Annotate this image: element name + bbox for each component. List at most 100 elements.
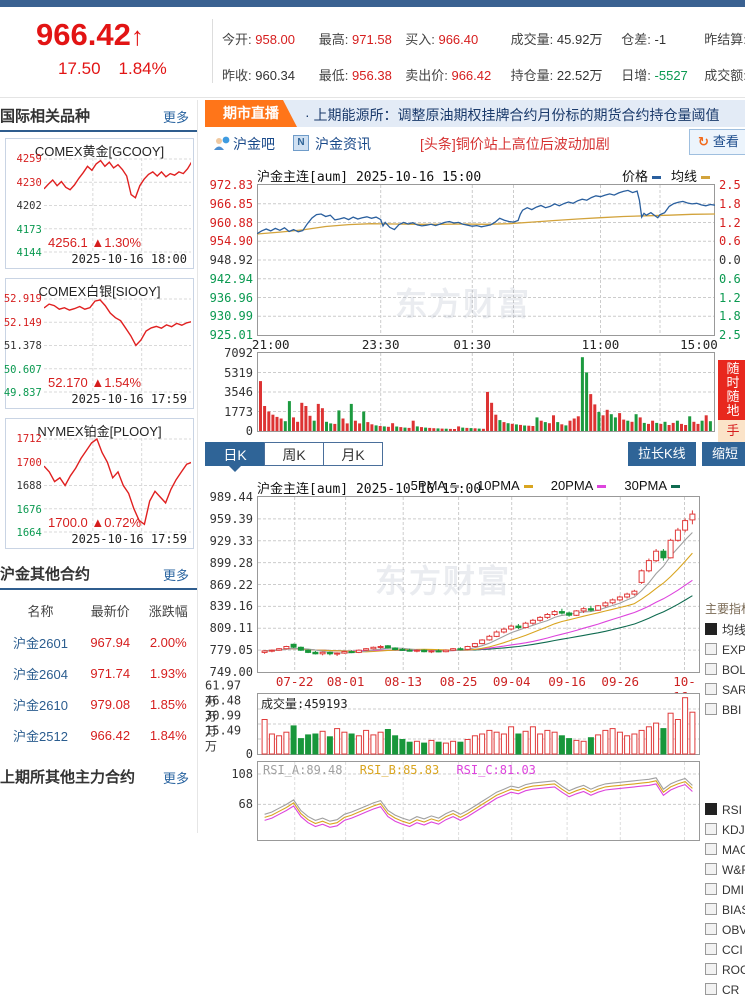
stretch-k-button[interactable]: 拉长K线	[628, 442, 696, 466]
y-tick-label: 959.39	[209, 511, 253, 526]
more-link[interactable]: 更多	[162, 110, 189, 125]
live-tab[interactable]: 期市直播	[205, 100, 297, 127]
indicator-option-BIAS[interactable]: BIAS	[705, 900, 745, 920]
checkbox[interactable]	[705, 943, 717, 955]
indicator-option-BBI[interactable]: BBI	[705, 700, 745, 720]
checkbox[interactable]	[705, 703, 717, 715]
y-tick-label: 869.22	[209, 577, 253, 592]
more-link[interactable]: 更多	[162, 771, 189, 786]
table-header: 最新价	[90, 604, 130, 619]
price-change: 17.50 1.84%	[58, 59, 167, 78]
table-row[interactable]: 沪金2512 966.42 1.84%	[13, 728, 187, 744]
checkbox[interactable]	[705, 983, 717, 995]
mini-chart-title: COMEX黄金[GCOOY]	[34, 144, 165, 159]
ad-banner[interactable]: 随时随地 手	[718, 360, 745, 442]
mini-chart-0[interactable]: COMEX黄金[GCOOY] 4259 4230 4202 4173 4144 4256…	[5, 138, 194, 269]
tab-weekly-k[interactable]: 周K	[264, 442, 324, 466]
table-row[interactable]: 沪金2601 967.94 2.00%	[13, 635, 187, 651]
kline-header: 沪金主连[aum] 2025-10-16 15:00 5PMA 10PMA 20PM…	[205, 478, 745, 497]
kline-x-axis: 07-22 08-01 08-13 08-25 09-04 09-16 09-26 10-16	[257, 673, 700, 704]
indicator-option-BOLL[interactable]: BOLL	[705, 660, 745, 680]
checkbox[interactable]	[705, 623, 717, 635]
checkbox[interactable]	[705, 863, 717, 875]
news-n-icon: N	[293, 135, 309, 151]
y-tick-label: 7092	[224, 346, 253, 360]
y-tick-label: 960.88	[209, 215, 253, 230]
up-arrow-icon: ↑	[130, 21, 144, 51]
indicator-option-RSI[interactable]: RSI	[705, 800, 745, 820]
live-news-bar: 期市直播 · 上期能源所：调整原油期权挂牌合约月份标的期货合约持仓量阈值	[205, 100, 745, 127]
checkbox[interactable]	[705, 903, 717, 915]
gold-forum-link[interactable]: 沪金吧	[233, 136, 275, 152]
y-tick-label: 0	[245, 424, 253, 438]
table-row[interactable]: 沪金2604 971.74 1.93%	[13, 666, 187, 682]
contracts-table: 名称 最新价 涨跌幅 沪金2601 967.94 2.00% 沪金2604 971.74 1.…	[0, 596, 197, 751]
y-tick-label: 989.44	[209, 490, 253, 504]
checkbox[interactable]	[705, 823, 717, 835]
checkbox[interactable]	[705, 883, 717, 895]
y-tick-label: 954.90	[209, 234, 253, 249]
checkbox[interactable]	[705, 803, 717, 815]
table-row[interactable]: 沪金2610 979.08 1.85%	[13, 697, 187, 713]
view-button[interactable]: ↻ 查看	[689, 129, 745, 155]
x-tick-label: 15:00	[680, 337, 718, 352]
mini-last-value: 52.170 ▲1.54%	[48, 375, 142, 390]
checkbox[interactable]	[705, 963, 717, 975]
mini-chart-title: NYMEX铂金[PLOOY]	[37, 424, 162, 439]
y-tick-label: 61.97万	[205, 678, 242, 709]
indicator-option-DMI[interactable]: DMI	[705, 880, 745, 900]
checkbox[interactable]	[705, 683, 717, 695]
mini-chart-1[interactable]: COMEX白银[SIOOY] 52.919 52.149 51.378 50.607 4…	[3, 278, 194, 409]
indicator-option-EXPMA[interactable]: EXPMA	[705, 640, 745, 660]
main-indicator-panel: 主要指标 均线EXPMABOLLSARBBI	[705, 600, 745, 720]
refresh-icon: ↻	[698, 134, 709, 149]
sidebar: 国际相关品种 更多 COMEX黄金[GCOOY] 4259 4230 4202 417…	[0, 100, 198, 833]
intl-section-header: 国际相关品种 更多	[0, 100, 197, 132]
y-tick-label: 3546	[224, 385, 253, 399]
y-tick-label: 5319	[224, 365, 253, 380]
y-tick-label: 68	[238, 797, 253, 812]
stat-item: 成交额: 44	[704, 68, 745, 83]
legend-item: 均线	[671, 169, 720, 184]
checkbox[interactable]	[705, 843, 717, 855]
indicator-option-CR[interactable]: CR	[705, 980, 745, 1000]
site-top-bar	[0, 0, 745, 7]
indicator-option-KDJ[interactable]: KDJ	[705, 820, 745, 840]
indicator-option-OBV[interactable]: OBV	[705, 920, 745, 940]
tab-monthly-k[interactable]: 月K	[323, 442, 383, 466]
pct-tick-label: 1.2	[719, 215, 741, 230]
intraday-title: 沪金主连[aum] 2025-10-16 15:00	[257, 170, 482, 185]
checkbox[interactable]	[705, 923, 717, 935]
more-link[interactable]: 更多	[162, 568, 189, 583]
mini-chart-2[interactable]: NYMEX铂金[PLOOY] 1712 1700 1688 1676 1664 1700…	[5, 418, 194, 549]
indicator-option-MACD[interactable]: MACD	[705, 840, 745, 860]
pct-tick-label: 1.8	[719, 196, 741, 211]
checkbox[interactable]	[705, 663, 717, 675]
y-tick-label: 0	[245, 747, 253, 761]
indicator-option-均线[interactable]: 均线	[705, 620, 745, 640]
x-tick-label: 09-26	[601, 674, 640, 689]
gold-news-link[interactable]: 沪金资讯	[315, 136, 371, 152]
stat-item: 成交量: 45.92万	[510, 32, 603, 47]
indicator-option-SAR[interactable]: SAR	[705, 680, 745, 700]
mini-timestamp: 2025-10-16 17:59	[71, 532, 187, 546]
y-tick-label: 899.28	[209, 555, 253, 570]
x-tick-label: 01:30	[453, 337, 492, 352]
rsi-values: RSI_A:89.48 RSI_B:85.83 RSI_C:81.03	[263, 763, 536, 777]
kline-volume: 成交量:459193 61.97万 46.48万 30.99万 15.49万 0	[205, 679, 745, 761]
shfe-section-header: 上期所其他主力合约 更多	[0, 761, 197, 791]
indicator-option-ROC[interactable]: ROC	[705, 960, 745, 980]
y-tick-label: 809.11	[209, 621, 253, 636]
tab-daily-k[interactable]: 日K	[205, 442, 265, 466]
live-news-link[interactable]: · 上期能源所：调整原油期权挂牌合约月份标的期货合约持仓量阈值	[305, 107, 720, 123]
y-tick-label: 108	[231, 766, 253, 781]
y-tick-label: 936.96	[209, 290, 253, 305]
y-tick-label: 972.83	[209, 178, 253, 192]
checkbox[interactable]	[705, 643, 717, 655]
mini-y-axis: 52.919 52.149 51.378 50.607 49.837	[3, 293, 42, 399]
shrink-k-button[interactable]: 缩短K线	[702, 442, 745, 485]
mini-last-value: 4256.1 ▲1.30%	[48, 235, 142, 250]
indicator-option-CCI[interactable]: CCI	[705, 940, 745, 960]
indicator-option-W&R[interactable]: W&R	[705, 860, 745, 880]
headline-link[interactable]: [头条]铜价站上高位后波动加剧	[420, 136, 610, 152]
